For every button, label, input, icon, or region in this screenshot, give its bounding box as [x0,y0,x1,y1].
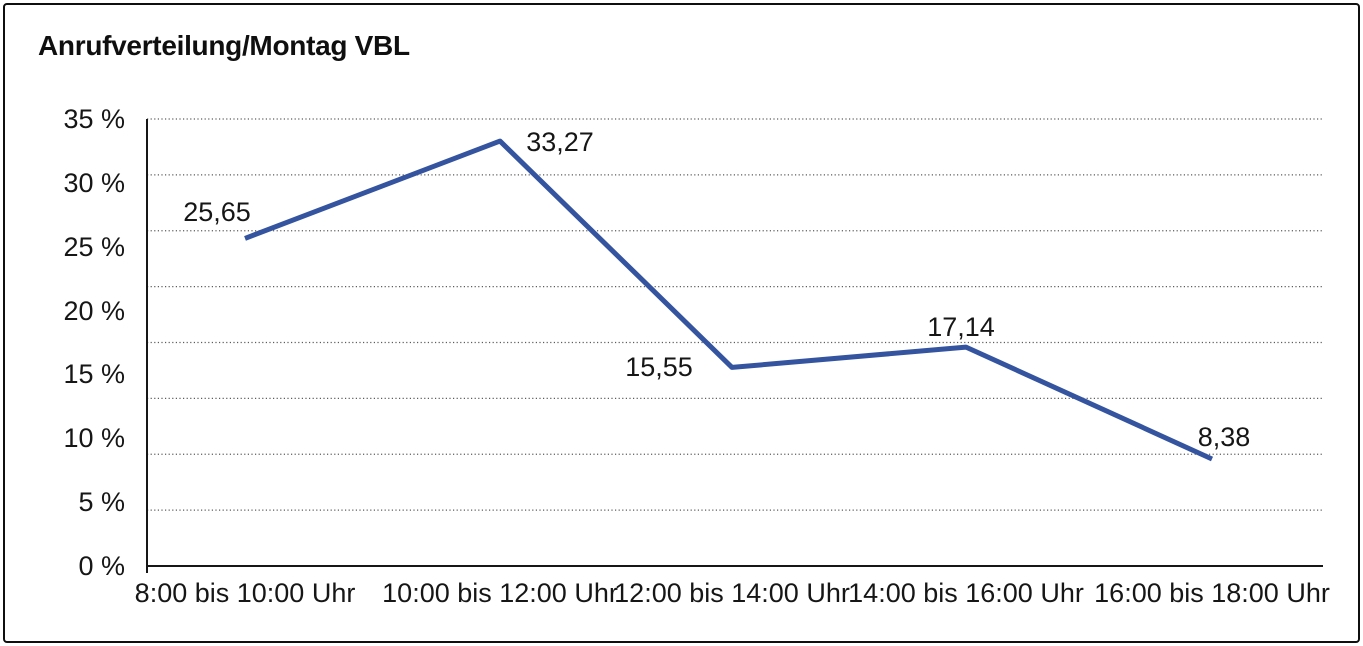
y-tick-label: 25 % [63,231,125,262]
data-point-label: 8,38 [1197,421,1251,452]
chart-title: Anrufverteilung/Montag VBL [38,30,410,61]
y-tick-label: 0 % [78,551,125,581]
data-point-label: 33,27 [526,127,594,158]
data-point-label: 25,65 [183,197,251,228]
y-tick-label: 20 % [63,295,125,326]
x-category-label: 14:00 bis 16:00 Uhr [848,578,1084,608]
y-tick-label: 30 % [63,167,125,198]
data-point-label: 15,55 [625,352,693,383]
x-category-label: 8:00 bis 10:00 Uhr [134,578,356,608]
y-tick-label: 35 % [63,104,125,134]
x-category-label: 12:00 bis 14:00 Uhr [614,578,850,608]
y-tick-label: 15 % [63,359,125,390]
x-category-label: 10:00 bis 12:00 Uhr [382,578,618,608]
data-point-label: 17,14 [927,312,995,343]
x-category-label: 16:00 bis 18:00 Uhr [1094,578,1330,608]
series-line [244,138,1214,462]
y-tick-label: 10 % [63,423,125,454]
y-tick-label: 5 % [78,487,125,518]
